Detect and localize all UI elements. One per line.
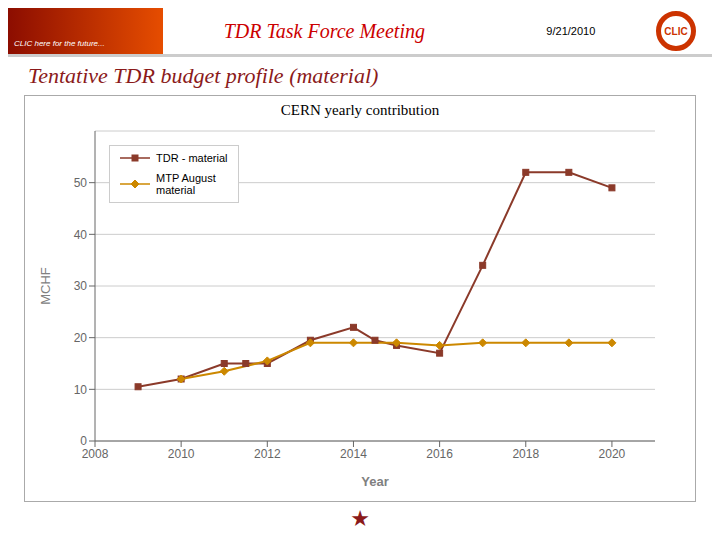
svg-text:20: 20 [74, 331, 88, 345]
html-text:CERN yearly contribution: CERN yearly contribution [280, 102, 440, 118]
html-text:CLIC: CLIC [664, 25, 688, 37]
svg-text:10: 10 [74, 383, 88, 397]
svg-text:40: 40 [74, 228, 88, 242]
html-text:Tentative TDR budget profile (: Tentative TDR budget profile (material) [28, 63, 379, 88]
svg-text:2016: 2016 [426, 447, 453, 461]
html-text:TDR Task Force Meeting: TDR Task Force Meeting [223, 19, 425, 42]
svg-text:2010: 2010 [168, 447, 195, 461]
html-text:CLIC here for the future...: CLIC here for the future... [14, 39, 105, 48]
svg-text:2014: 2014 [340, 447, 367, 461]
svg-text:MCHF: MCHF [38, 267, 53, 305]
svg-text:2012: 2012 [254, 447, 281, 461]
html-text:material: material [156, 184, 196, 196]
svg-text:Year: Year [361, 474, 388, 489]
svg-text:0: 0 [80, 434, 87, 448]
svg-text:2008: 2008 [82, 447, 109, 461]
svg-text:30: 30 [74, 279, 88, 293]
svg-text:2020: 2020 [599, 447, 626, 461]
html-text:TDR - material: TDR - material [156, 152, 228, 164]
svg-text:2018: 2018 [512, 447, 539, 461]
svg-text:50: 50 [74, 176, 88, 190]
html-text:MTP August: MTP August [156, 172, 216, 184]
html-text:9/21/2010: 9/21/2010 [546, 25, 596, 37]
